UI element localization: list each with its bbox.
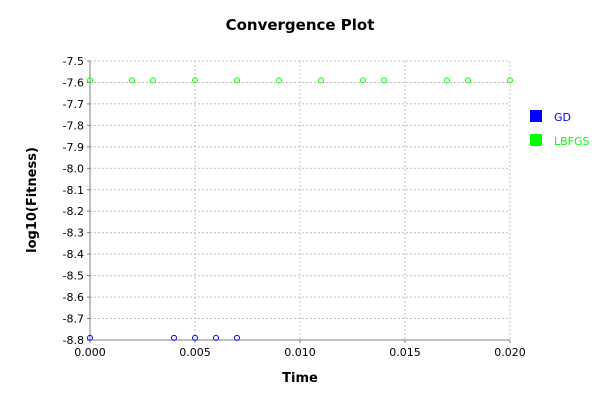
legend-label-gd: GD bbox=[554, 111, 571, 124]
data-point-lbfgs bbox=[276, 77, 282, 84]
y-tick-label: -8.6 bbox=[63, 291, 84, 304]
chart-title: Convergence Plot bbox=[226, 16, 375, 34]
data-point-lbfgs bbox=[381, 77, 387, 84]
data-point-gd bbox=[192, 334, 198, 341]
y-tick-label: -7.7 bbox=[63, 98, 84, 111]
data-point-gd bbox=[213, 334, 219, 341]
y-tick-label: -8.5 bbox=[63, 270, 84, 283]
legend: GD LBFGS bbox=[530, 110, 590, 148]
data-point-gd bbox=[234, 334, 240, 341]
y-tick-label: -8.2 bbox=[63, 205, 84, 218]
data-point-lbfgs bbox=[192, 77, 198, 84]
x-tick-label: 0.000 bbox=[74, 346, 106, 359]
data-point-lbfgs bbox=[465, 77, 471, 84]
y-tick-label: -7.9 bbox=[63, 141, 84, 154]
data-point-lbfgs bbox=[360, 77, 366, 84]
legend-swatch-lbfgs bbox=[530, 134, 542, 146]
x-tick-label: 0.010 bbox=[284, 346, 316, 359]
y-tick-label: -8.7 bbox=[63, 313, 84, 326]
data-point-lbfgs bbox=[318, 77, 324, 84]
y-tick-label: -7.6 bbox=[63, 76, 84, 89]
x-tick-label: 0.015 bbox=[389, 346, 421, 359]
data-point-lbfgs bbox=[150, 77, 156, 84]
y-tick-label: -8.8 bbox=[63, 334, 84, 347]
data-point-lbfgs bbox=[444, 77, 450, 84]
y-axis-label: log10(Fitness) bbox=[25, 147, 40, 253]
y-tick-label: -7.8 bbox=[63, 119, 84, 132]
data-point-gd bbox=[171, 334, 177, 341]
x-tick-label: 0.020 bbox=[494, 346, 526, 359]
y-tick-label: -7.5 bbox=[63, 55, 84, 68]
data-point-lbfgs bbox=[129, 77, 135, 84]
data-point-lbfgs bbox=[507, 77, 513, 84]
x-axis-label: Time bbox=[282, 371, 318, 386]
legend-swatch-gd bbox=[530, 110, 542, 122]
data-point-gd bbox=[87, 334, 93, 341]
y-tick-label: -8.1 bbox=[63, 184, 84, 197]
plot-area: -7.5 -7.6 -7.7 -7.8 -7.9 -8.0 -8.1 -8.2 -8.3 -8.4… bbox=[63, 55, 526, 359]
data-point-lbfgs bbox=[234, 77, 240, 84]
data-point-lbfgs bbox=[87, 77, 93, 84]
y-tick-label: -8.3 bbox=[63, 227, 84, 240]
y-tick-label: -8.4 bbox=[63, 248, 84, 261]
legend-label-lbfgs: LBFGS bbox=[554, 135, 590, 148]
y-tick-label: -8.0 bbox=[63, 162, 84, 175]
x-tick-label: 0.005 bbox=[179, 346, 211, 359]
